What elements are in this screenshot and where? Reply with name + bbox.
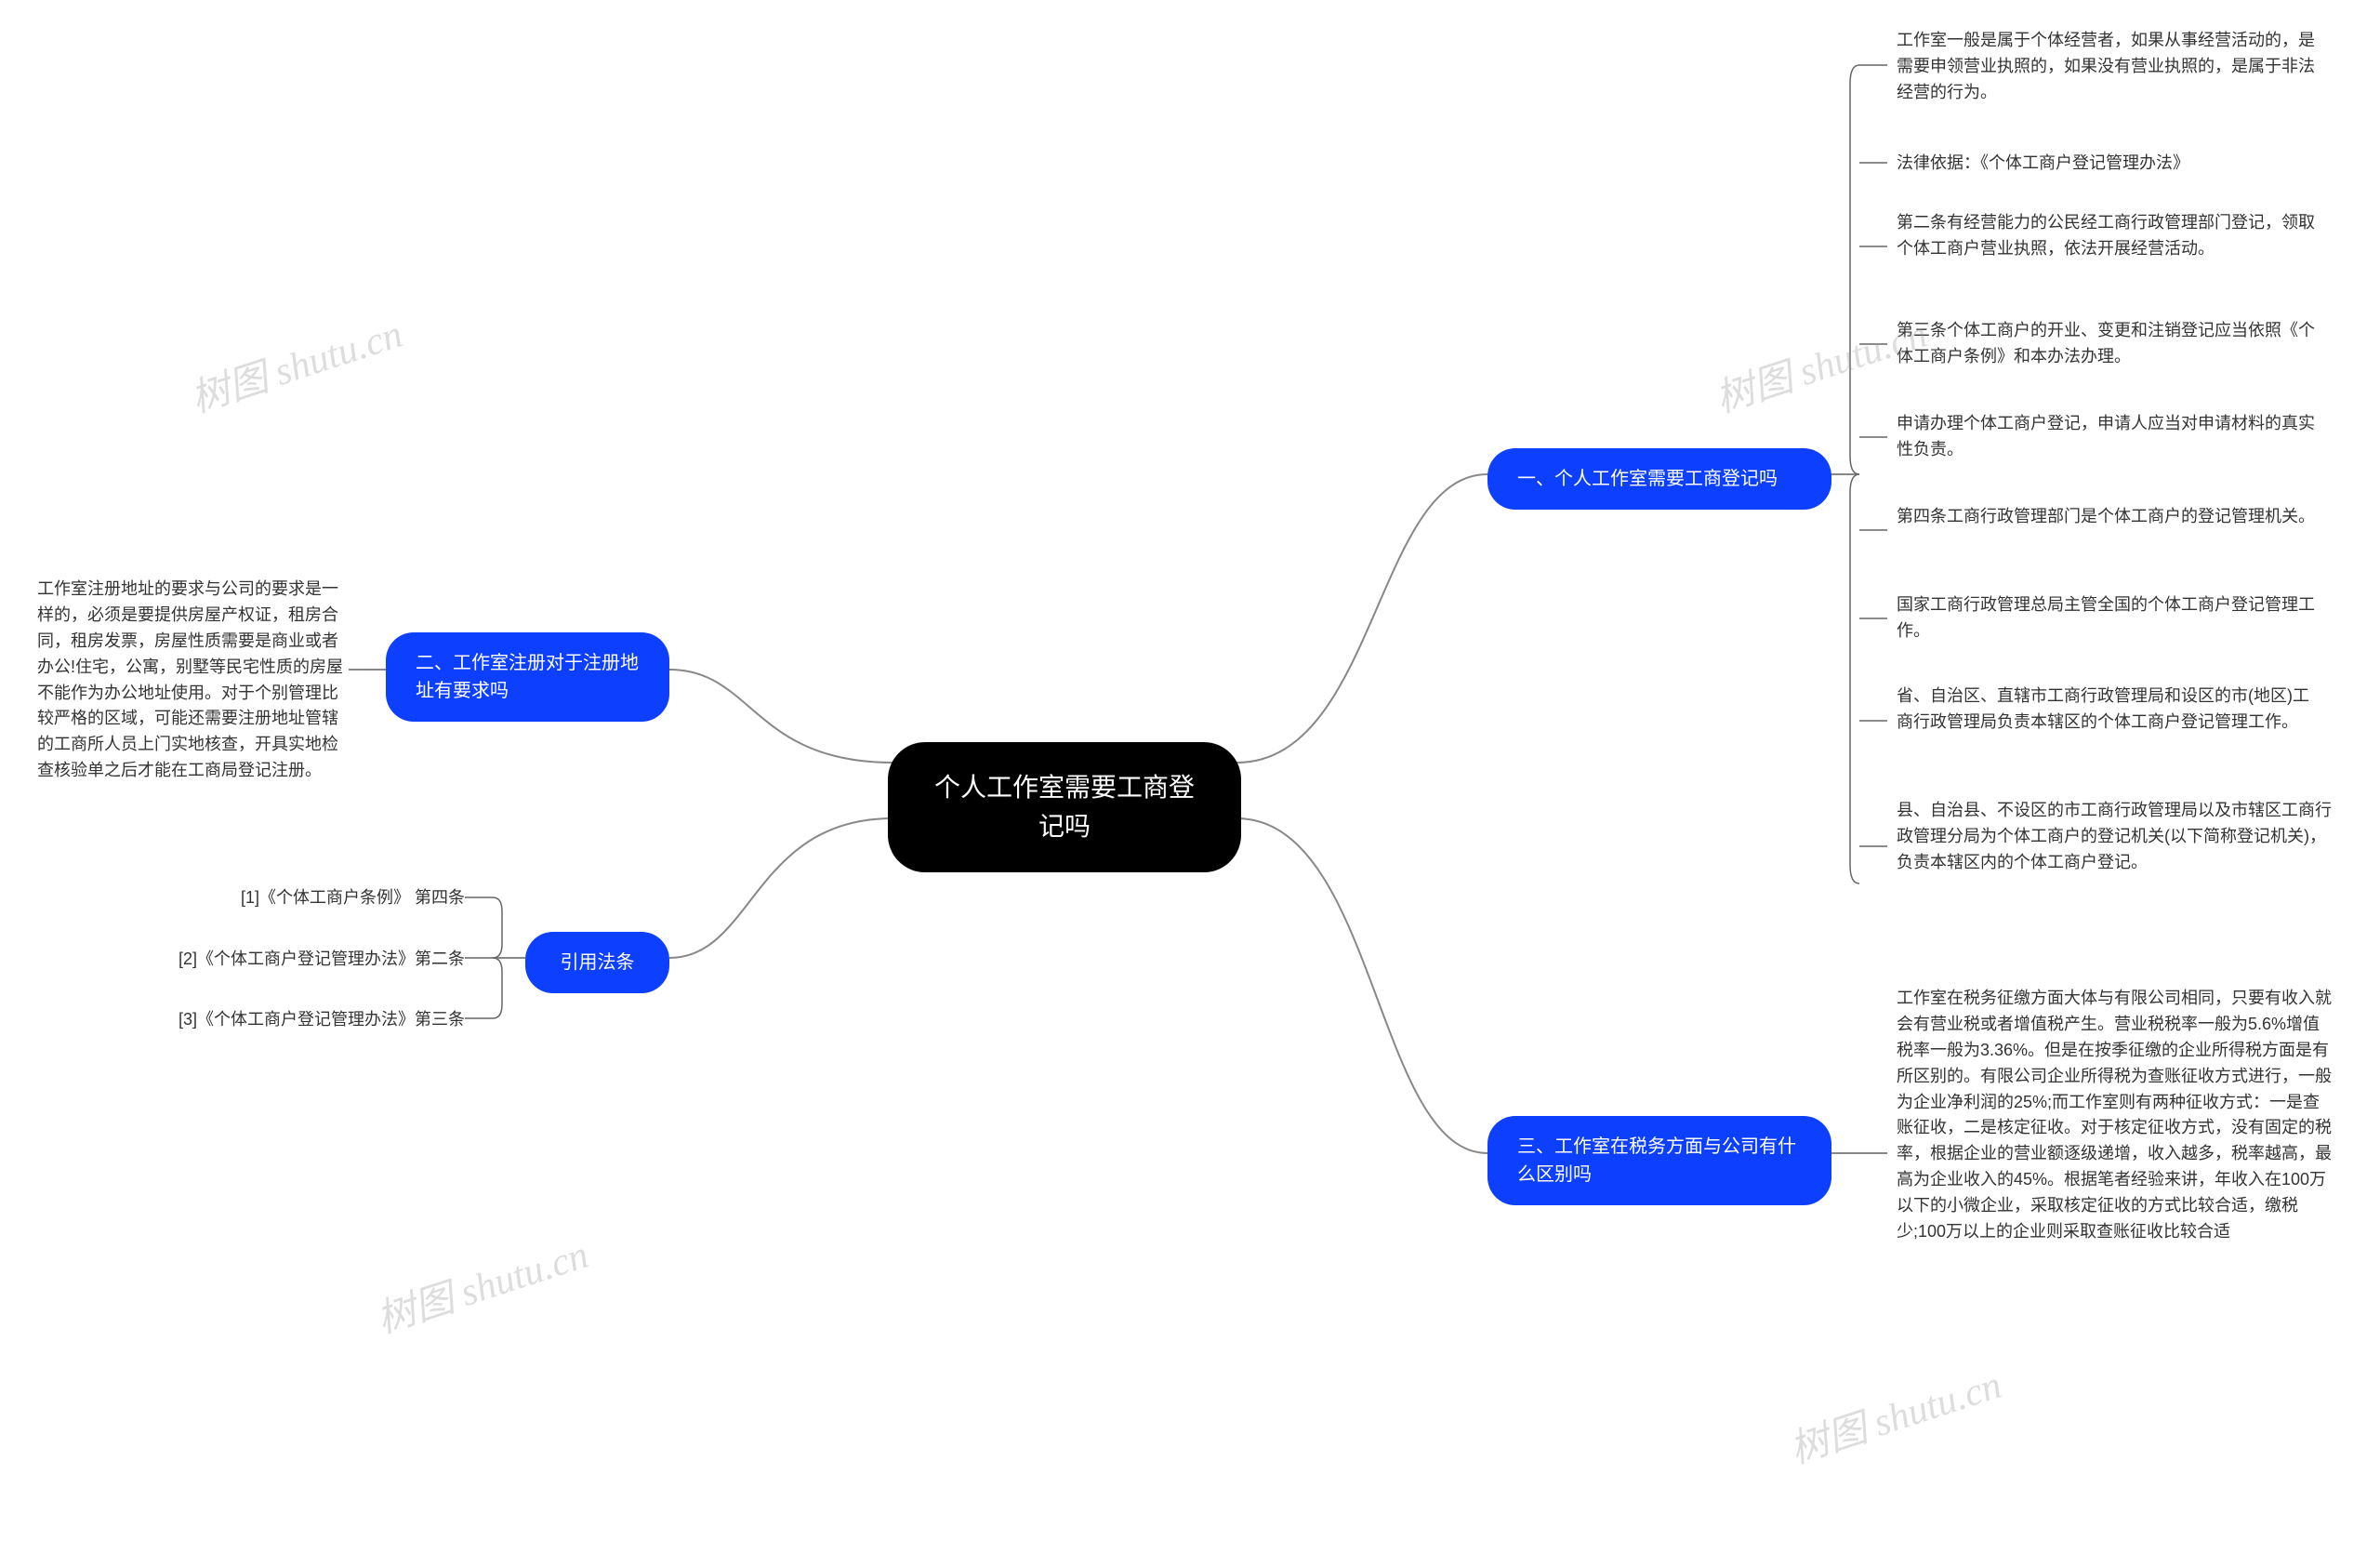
leaf-b1-3: 第二条有经营能力的公民经工商行政管理部门登记，领取个体工商户营业执照，依法开展经… bbox=[1897, 210, 2324, 262]
watermark: 树图 shutu.cn bbox=[1781, 1353, 2007, 1475]
leaf-b4-3: [3]《个体工商户登记管理办法》第三条 bbox=[149, 1007, 465, 1033]
root-text: 个人工作室需要工商登记吗 bbox=[934, 773, 1195, 841]
leaf-b1-9: 县、自治县、不设区的市工商行政管理局以及市辖区工商行政管理分局为个体工商户的登记… bbox=[1897, 798, 2334, 876]
leaf-b1-1: 工作室一般是属于个体经营者，如果从事经营活动的，是需要申领营业执照的，如果没有营… bbox=[1897, 28, 2324, 106]
watermark: 树图 shutu.cn bbox=[182, 302, 408, 424]
leaf-b1-2: 法律依据：《个体工商户登记管理办法》 bbox=[1897, 151, 2324, 177]
root-node: 个人工作室需要工商登记吗 bbox=[888, 742, 1241, 872]
branch-node-3: 三、工作室在税务方面与公司有什么区别吗 bbox=[1488, 1116, 1831, 1205]
branch-label: 三、工作室在税务方面与公司有什么区别吗 bbox=[1517, 1136, 1796, 1185]
branch-node-2: 二、工作室注册对于注册地址有要求吗 bbox=[386, 632, 669, 722]
leaf-b2-1: 工作室注册地址的要求与公司的要求是一样的，必须是要提供房屋产权证，租房合同，租房… bbox=[37, 577, 349, 784]
branch-label: 引用法条 bbox=[561, 952, 635, 973]
branch-label: 一、个人工作室需要工商登记吗 bbox=[1517, 469, 1778, 489]
leaf-b1-5: 申请办理个体工商户登记，申请人应当对申请材料的真实性负责。 bbox=[1897, 411, 2324, 463]
leaf-b3-1: 工作室在税务征缴方面大体与有限公司相同，只要有收入就会有营业税或者增值税产生。营… bbox=[1897, 986, 2334, 1245]
branch-node-4: 引用法条 bbox=[525, 932, 669, 993]
leaf-b1-8: 省、自治区、直辖市工商行政管理局和设区的市(地区)工商行政管理局负责本辖区的个体… bbox=[1897, 684, 2324, 736]
leaf-b4-2: [2]《个体工商户登记管理办法》第二条 bbox=[149, 947, 465, 973]
watermark: 树图 shutu.cn bbox=[368, 1223, 594, 1345]
branch-label: 二、工作室注册对于注册地址有要求吗 bbox=[416, 653, 639, 701]
leaf-b1-4: 第三条个体工商户的开业、变更和注销登记应当依照《个体工商户条例》和本办法办理。 bbox=[1897, 318, 2324, 370]
leaf-b4-1: [1]《个体工商户条例》 第四条 bbox=[177, 885, 465, 911]
leaf-b1-6: 第四条工商行政管理部门是个体工商户的登记管理机关。 bbox=[1897, 504, 2324, 530]
leaf-b1-7: 国家工商行政管理总局主管全国的个体工商户登记管理工作。 bbox=[1897, 592, 2324, 644]
branch-node-1: 一、个人工作室需要工商登记吗 bbox=[1488, 448, 1831, 510]
